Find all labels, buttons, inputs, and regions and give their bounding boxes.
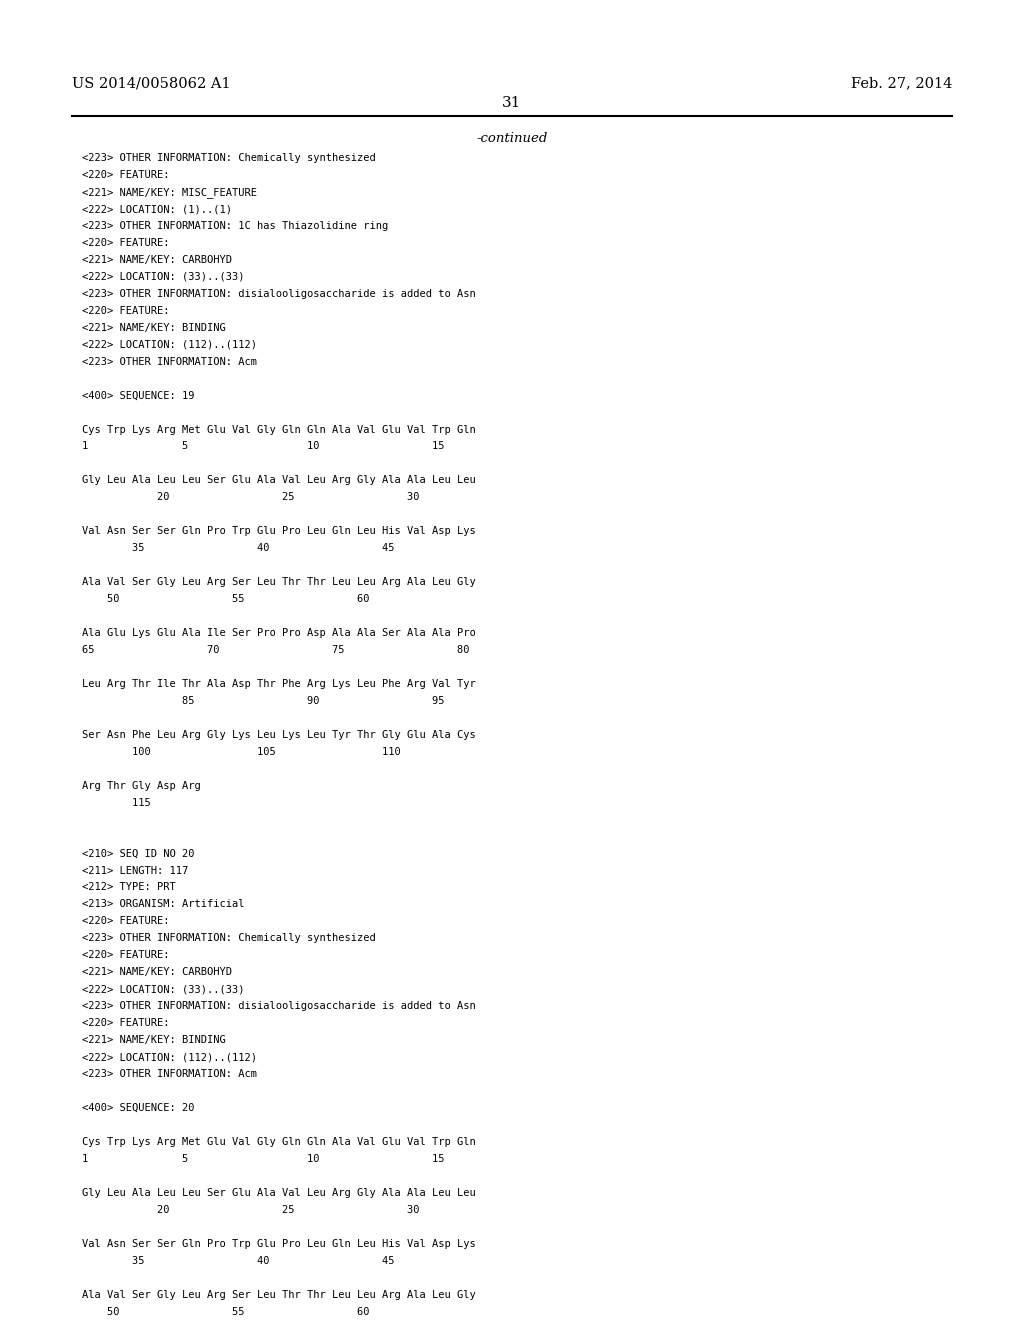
- Text: <213> ORGANISM: Artificial: <213> ORGANISM: Artificial: [82, 899, 245, 909]
- Text: Cys Trp Lys Arg Met Glu Val Gly Gln Gln Ala Val Glu Val Trp Gln: Cys Trp Lys Arg Met Glu Val Gly Gln Gln …: [82, 425, 476, 434]
- Text: Ala Val Ser Gly Leu Arg Ser Leu Thr Thr Leu Leu Arg Ala Leu Gly: Ala Val Ser Gly Leu Arg Ser Leu Thr Thr …: [82, 1290, 476, 1300]
- Text: 35                  40                  45: 35 40 45: [82, 1255, 394, 1266]
- Text: <222> LOCATION: (33)..(33): <222> LOCATION: (33)..(33): [82, 272, 245, 282]
- Text: <222> LOCATION: (33)..(33): <222> LOCATION: (33)..(33): [82, 985, 245, 994]
- Text: Gly Leu Ala Leu Leu Ser Glu Ala Val Leu Arg Gly Ala Ala Leu Leu: Gly Leu Ala Leu Leu Ser Glu Ala Val Leu …: [82, 1188, 476, 1197]
- Text: <221> NAME/KEY: CARBOHYD: <221> NAME/KEY: CARBOHYD: [82, 255, 231, 265]
- Text: <223> OTHER INFORMATION: Chemically synthesized: <223> OTHER INFORMATION: Chemically synt…: [82, 933, 376, 944]
- Text: 50                  55                  60: 50 55 60: [82, 594, 370, 605]
- Text: 1               5                   10                  15: 1 5 10 15: [82, 1154, 444, 1164]
- Text: Gly Leu Ala Leu Leu Ser Glu Ala Val Leu Arg Gly Ala Ala Leu Leu: Gly Leu Ala Leu Leu Ser Glu Ala Val Leu …: [82, 475, 476, 486]
- Text: <223> OTHER INFORMATION: Chemically synthesized: <223> OTHER INFORMATION: Chemically synt…: [82, 153, 376, 164]
- Text: <223> OTHER INFORMATION: disialooligosaccharide is added to Asn: <223> OTHER INFORMATION: disialooligosac…: [82, 289, 476, 298]
- Text: <220> FEATURE:: <220> FEATURE:: [82, 1018, 169, 1028]
- Text: <220> FEATURE:: <220> FEATURE:: [82, 306, 169, 315]
- Text: 35                  40                  45: 35 40 45: [82, 544, 394, 553]
- Text: 85                  90                  95: 85 90 95: [82, 696, 444, 706]
- Text: 1               5                   10                  15: 1 5 10 15: [82, 441, 444, 451]
- Text: Ser Asn Phe Leu Arg Gly Lys Leu Lys Leu Tyr Thr Gly Glu Ala Cys: Ser Asn Phe Leu Arg Gly Lys Leu Lys Leu …: [82, 730, 476, 739]
- Text: Feb. 27, 2014: Feb. 27, 2014: [851, 77, 952, 91]
- Text: Val Asn Ser Ser Gln Pro Trp Glu Pro Leu Gln Leu His Val Asp Lys: Val Asn Ser Ser Gln Pro Trp Glu Pro Leu …: [82, 527, 476, 536]
- Text: <221> NAME/KEY: MISC_FEATURE: <221> NAME/KEY: MISC_FEATURE: [82, 187, 257, 198]
- Text: Arg Thr Gly Asp Arg: Arg Thr Gly Asp Arg: [82, 780, 201, 791]
- Text: <223> OTHER INFORMATION: disialooligosaccharide is added to Asn: <223> OTHER INFORMATION: disialooligosac…: [82, 1002, 476, 1011]
- Text: <400> SEQUENCE: 20: <400> SEQUENCE: 20: [82, 1104, 195, 1113]
- Text: <223> OTHER INFORMATION: 1C has Thiazolidine ring: <223> OTHER INFORMATION: 1C has Thiazoli…: [82, 220, 388, 231]
- Text: 20                  25                  30: 20 25 30: [82, 1205, 420, 1214]
- Text: Val Asn Ser Ser Gln Pro Trp Glu Pro Leu Gln Leu His Val Asp Lys: Val Asn Ser Ser Gln Pro Trp Glu Pro Leu …: [82, 1238, 476, 1249]
- Text: US 2014/0058062 A1: US 2014/0058062 A1: [72, 77, 230, 91]
- Text: 20                  25                  30: 20 25 30: [82, 492, 420, 503]
- Text: <221> NAME/KEY: BINDING: <221> NAME/KEY: BINDING: [82, 1035, 225, 1045]
- Text: 50                  55                  60: 50 55 60: [82, 1307, 370, 1316]
- Text: -continued: -continued: [476, 132, 548, 145]
- Text: <222> LOCATION: (112)..(112): <222> LOCATION: (112)..(112): [82, 339, 257, 350]
- Text: <210> SEQ ID NO 20: <210> SEQ ID NO 20: [82, 849, 195, 858]
- Text: <222> LOCATION: (112)..(112): <222> LOCATION: (112)..(112): [82, 1052, 257, 1063]
- Text: <220> FEATURE:: <220> FEATURE:: [82, 170, 169, 180]
- Text: <211> LENGTH: 117: <211> LENGTH: 117: [82, 866, 188, 875]
- Text: <220> FEATURE:: <220> FEATURE:: [82, 238, 169, 248]
- Text: Ala Val Ser Gly Leu Arg Ser Leu Thr Thr Leu Leu Arg Ala Leu Gly: Ala Val Ser Gly Leu Arg Ser Leu Thr Thr …: [82, 577, 476, 587]
- Text: <220> FEATURE:: <220> FEATURE:: [82, 950, 169, 961]
- Text: Ala Glu Lys Glu Ala Ile Ser Pro Pro Asp Ala Ala Ser Ala Ala Pro: Ala Glu Lys Glu Ala Ile Ser Pro Pro Asp …: [82, 628, 476, 638]
- Text: Leu Arg Thr Ile Thr Ala Asp Thr Phe Arg Lys Leu Phe Arg Val Tyr: Leu Arg Thr Ile Thr Ala Asp Thr Phe Arg …: [82, 678, 476, 689]
- Text: 31: 31: [503, 96, 521, 111]
- Text: 100                 105                 110: 100 105 110: [82, 747, 400, 756]
- Text: Cys Trp Lys Arg Met Glu Val Gly Gln Gln Ala Val Glu Val Trp Gln: Cys Trp Lys Arg Met Glu Val Gly Gln Gln …: [82, 1137, 476, 1147]
- Text: <223> OTHER INFORMATION: Acm: <223> OTHER INFORMATION: Acm: [82, 356, 257, 367]
- Text: <220> FEATURE:: <220> FEATURE:: [82, 916, 169, 927]
- Text: 65                  70                  75                  80: 65 70 75 80: [82, 645, 469, 655]
- Text: <400> SEQUENCE: 19: <400> SEQUENCE: 19: [82, 391, 195, 400]
- Text: <212> TYPE: PRT: <212> TYPE: PRT: [82, 883, 176, 892]
- Text: <221> NAME/KEY: BINDING: <221> NAME/KEY: BINDING: [82, 322, 225, 333]
- Text: <223> OTHER INFORMATION: Acm: <223> OTHER INFORMATION: Acm: [82, 1069, 257, 1078]
- Text: 115: 115: [82, 797, 151, 808]
- Text: <221> NAME/KEY: CARBOHYD: <221> NAME/KEY: CARBOHYD: [82, 968, 231, 977]
- Text: <222> LOCATION: (1)..(1): <222> LOCATION: (1)..(1): [82, 205, 231, 214]
